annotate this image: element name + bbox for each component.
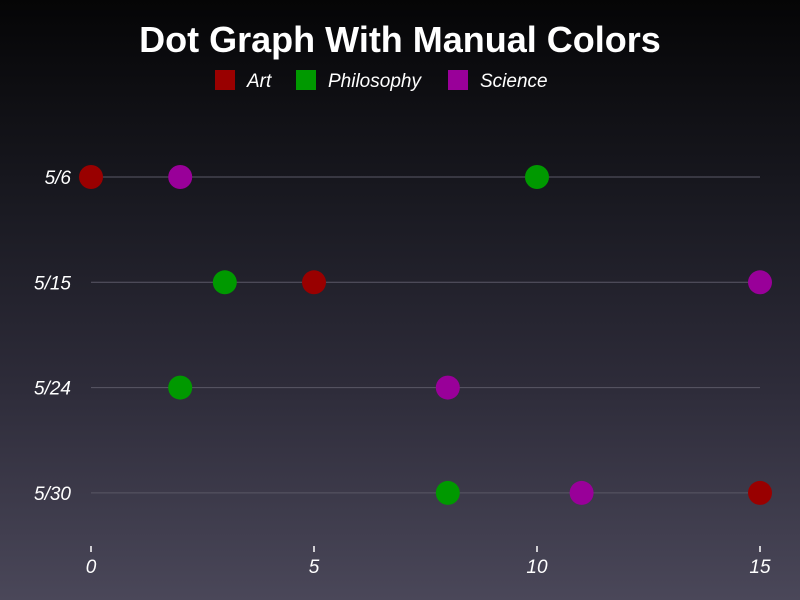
y-tick-label: 5/24 bbox=[34, 379, 71, 400]
legend-swatch-philosophy bbox=[296, 70, 316, 90]
dot-science-5-24 bbox=[435, 375, 460, 400]
gridlines bbox=[91, 176, 760, 494]
dot-philosophy-5-15 bbox=[212, 270, 237, 295]
legend-swatch-art bbox=[215, 70, 235, 90]
y-tick-label: 5/30 bbox=[34, 484, 71, 505]
data-points bbox=[79, 165, 772, 505]
legend-label-science: Science bbox=[480, 71, 548, 92]
legend-label-art: Art bbox=[246, 71, 272, 92]
dot-science-5-6 bbox=[168, 165, 193, 189]
dot-art-5-6 bbox=[79, 165, 103, 189]
y-tick-label: 5/6 bbox=[45, 168, 72, 189]
legend: Art Philosophy Science bbox=[215, 70, 548, 92]
dot-art-5-30 bbox=[748, 480, 772, 505]
y-tick-label: 5/15 bbox=[34, 273, 71, 294]
x-tick-label: 0 bbox=[86, 557, 97, 578]
dot-art-5-15 bbox=[302, 270, 326, 295]
legend-label-philosophy: Philosophy bbox=[328, 71, 422, 92]
y-axis-tick-labels: 5/6 5/15 5/24 5/30 bbox=[34, 168, 71, 505]
legend-swatch-science bbox=[448, 70, 468, 90]
dot-philosophy-5-6 bbox=[525, 165, 549, 189]
dot-science-5-15 bbox=[748, 270, 772, 295]
x-tick-label: 10 bbox=[526, 557, 548, 578]
dot-science-5-30 bbox=[569, 480, 594, 505]
x-tick-label: 15 bbox=[749, 557, 771, 578]
dot-philosophy-5-24 bbox=[168, 375, 193, 400]
x-axis: 0 5 10 15 bbox=[86, 546, 771, 578]
dot-philosophy-5-30 bbox=[435, 480, 460, 505]
chart-title: Dot Graph With Manual Colors bbox=[139, 19, 661, 60]
x-tick-label: 5 bbox=[309, 557, 320, 578]
